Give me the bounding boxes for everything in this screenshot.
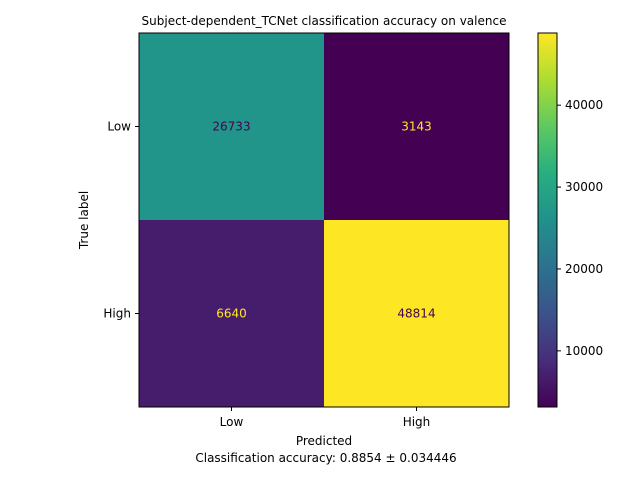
- chart-title: Subject-dependent_TCNet classification a…: [142, 14, 507, 28]
- colorbar-tick-label: 10000: [565, 344, 603, 358]
- colorbar-tick-label: 40000: [565, 98, 603, 112]
- cell-value-label: 48814: [397, 307, 435, 321]
- cell-value-label: 3143: [401, 120, 432, 134]
- x-axis-label: Predicted: [296, 434, 352, 448]
- cell-value-label: 6640: [216, 307, 247, 321]
- y-tick-label: Low: [107, 120, 131, 134]
- x-tick-label: Low: [220, 415, 244, 429]
- heatmap-cells: [139, 33, 509, 407]
- x-tick-label: High: [403, 415, 431, 429]
- colorbar-ticks: 10000 20000 30000 40000: [557, 98, 603, 358]
- heatmap-cell: [139, 33, 324, 220]
- cell-value-labels: 26733 3143 6640 48814: [212, 120, 435, 321]
- heatmap-cell: [324, 33, 509, 220]
- heatmap-cell: [139, 220, 324, 407]
- colorbar-gradient: [537, 32, 558, 408]
- cell-value-label: 26733: [212, 120, 250, 134]
- heatmap-cell: [324, 220, 509, 407]
- colorbar-tick-label: 20000: [565, 262, 603, 276]
- y-axis-label: True label: [77, 191, 91, 250]
- y-axis: Low High: [103, 120, 139, 321]
- colorbar-tick-label: 30000: [565, 180, 603, 194]
- y-tick-label: High: [103, 307, 131, 321]
- plot-frame: [138, 32, 510, 408]
- colorbar: 10000 20000 30000 40000: [537, 32, 603, 408]
- accuracy-footer: Classification accuracy: 0.8854 ± 0.0344…: [195, 451, 456, 465]
- x-axis: Low High: [220, 407, 431, 429]
